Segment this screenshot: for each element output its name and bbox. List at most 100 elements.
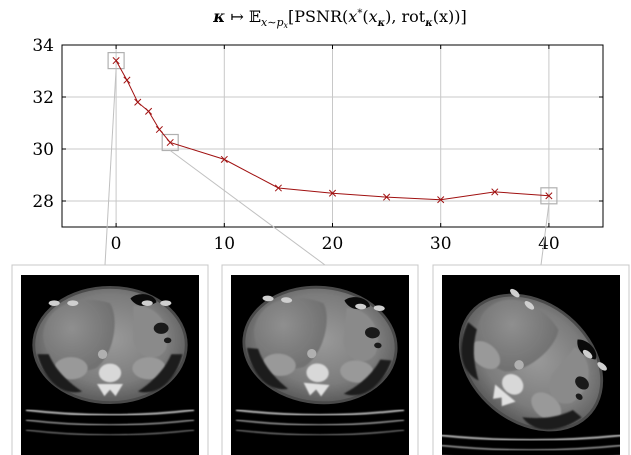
lung-base	[246, 347, 289, 390]
y-tick-label: 30	[32, 140, 54, 160]
scanner-table-line	[235, 419, 405, 426]
gas-pocket	[364, 327, 380, 339]
rib	[524, 301, 535, 310]
rib	[355, 303, 367, 310]
data-point	[220, 155, 228, 163]
gas-pocket	[374, 342, 382, 349]
ct-anatomy	[458, 288, 607, 432]
ct-image	[442, 275, 620, 455]
x-tick-label: 40	[538, 234, 560, 254]
rib	[262, 295, 274, 302]
data-point	[123, 76, 131, 84]
connector-line	[104, 68, 117, 266]
spinous-process	[303, 382, 330, 397]
scanner-table-line	[442, 444, 620, 451]
data-point	[437, 196, 445, 204]
aorta	[514, 360, 524, 370]
connector-line	[169, 150, 326, 266]
liver	[43, 299, 115, 372]
data-point-marker	[112, 57, 120, 65]
kidney	[262, 353, 296, 376]
thumbnail-row	[11, 264, 630, 455]
data-point	[383, 193, 391, 201]
x-tick-label: 20	[322, 234, 344, 254]
aorta	[307, 348, 317, 359]
stomach	[549, 347, 589, 404]
connector-line	[540, 203, 550, 266]
gas-pocket	[575, 393, 583, 400]
data-point	[134, 98, 142, 106]
scanner-table-line	[235, 409, 405, 416]
data-point-marker	[491, 188, 499, 196]
data-point-marker	[145, 107, 153, 115]
data-point-marker	[545, 192, 553, 200]
y-tick-label: 34	[32, 36, 54, 56]
rib	[597, 362, 607, 371]
kidney	[340, 360, 374, 383]
spinous-process	[493, 384, 516, 407]
scanner-table-line	[442, 434, 620, 441]
data-point-marker	[437, 196, 445, 204]
gas-pocket	[163, 337, 172, 344]
y-tick-label: 28	[32, 192, 54, 212]
lung-base	[137, 354, 183, 393]
scanner-table-line	[235, 429, 405, 436]
lung-base	[461, 322, 479, 381]
rib	[582, 349, 593, 359]
ct-slice-kappa-40	[432, 264, 630, 455]
ct-anatomy	[242, 285, 398, 405]
ct-image	[21, 275, 199, 455]
stomach	[343, 308, 379, 362]
lung-base	[37, 354, 83, 393]
stomach	[133, 305, 168, 358]
x-tick-label: 30	[430, 234, 452, 254]
kidney	[470, 341, 501, 370]
data-point	[112, 57, 120, 65]
data-point-marker	[155, 125, 163, 134]
rib	[160, 300, 172, 306]
connector-lines	[104, 68, 550, 266]
skin-rim	[458, 293, 604, 432]
kidney	[132, 357, 166, 380]
chart-title: κ ↦ 𝔼x∼px[PSNR(x*(xκ), rotκ(x))]	[212, 7, 466, 30]
aorta	[97, 349, 108, 359]
data-point	[166, 138, 174, 147]
data-point	[491, 188, 499, 196]
data-point	[155, 125, 163, 134]
data-point	[545, 192, 553, 200]
data-point-marker	[220, 155, 228, 163]
data-point-marker	[274, 184, 282, 192]
y-tick-label: 32	[32, 88, 54, 108]
rib	[67, 300, 79, 306]
rib	[281, 297, 293, 303]
data-point-marker	[328, 189, 337, 197]
ct-anatomy	[32, 285, 188, 405]
scanner-table-line	[25, 419, 195, 426]
data-point-marker	[166, 138, 174, 147]
lung-base	[343, 359, 392, 396]
plot-area: 0 10 20 30 40 28 30 32 34	[32, 36, 604, 254]
skin-rim	[242, 285, 398, 405]
kidney	[531, 392, 562, 421]
ct-image	[231, 275, 409, 455]
ct-slice-kappa-0	[11, 264, 209, 455]
rib	[48, 300, 60, 306]
vertebra	[98, 363, 122, 383]
data-point	[145, 107, 153, 115]
x-tick-label: 0	[111, 234, 122, 254]
rib	[373, 305, 385, 311]
ct-slice-kappa-5	[221, 264, 419, 455]
vertebra	[502, 374, 524, 395]
data-point-marker	[123, 76, 131, 84]
data-point	[274, 184, 282, 192]
kidney	[54, 357, 88, 380]
data-point	[328, 189, 337, 197]
scanner-table-line	[25, 409, 195, 416]
rib	[141, 300, 153, 306]
data-point-marker	[383, 193, 391, 201]
rib	[510, 288, 520, 298]
gas-pocket	[153, 322, 169, 334]
vertebra	[306, 363, 329, 383]
spinous-process	[96, 384, 124, 397]
